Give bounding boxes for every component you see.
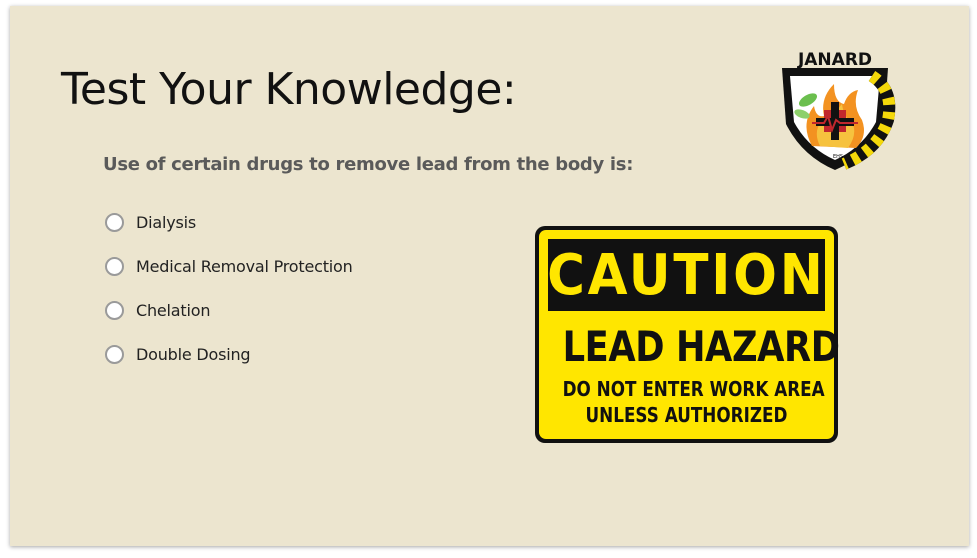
sign-header: CAUTION	[547, 242, 826, 308]
janard-shield-logo-icon: JANARD EHS	[782, 50, 896, 170]
sign-line-1: DO NOT ENTER WORK AREA	[562, 377, 825, 401]
option-label: Dialysis	[136, 212, 197, 232]
answer-options: Dialysis Medical Removal Protection Chel…	[105, 200, 353, 376]
option-label: Double Dosing	[136, 344, 251, 364]
svg-text:EHS: EHS	[833, 154, 843, 160]
option-medical-removal-protection[interactable]: Medical Removal Protection	[105, 244, 353, 288]
sign-title: LEAD HAZARD	[562, 322, 840, 371]
caution-lead-hazard-sign: CAUTION LEAD HAZARD DO NOT ENTER WORK AR…	[535, 226, 840, 443]
option-label: Chelation	[136, 300, 211, 320]
option-dialysis[interactable]: Dialysis	[105, 200, 353, 244]
sign-line-2: UNLESS AUTHORIZED	[585, 403, 788, 427]
radio-button[interactable]	[105, 344, 124, 364]
radio-button[interactable]	[105, 212, 124, 232]
option-chelation[interactable]: Chelation	[105, 288, 353, 332]
question-text: Use of certain drugs to remove lead from…	[103, 154, 634, 175]
option-label: Medical Removal Protection	[136, 256, 353, 276]
slide-title: Test Your Knowledge:	[61, 64, 517, 115]
radio-button[interactable]	[105, 256, 124, 276]
radio-button[interactable]	[105, 300, 124, 320]
svg-text:JANARD: JANARD	[797, 50, 872, 70]
sign-panel: CAUTION LEAD HAZARD DO NOT ENTER WORK AR…	[539, 230, 840, 439]
option-double-dosing[interactable]: Double Dosing	[105, 332, 353, 376]
sign-header-band: CAUTION	[547, 239, 826, 311]
slide: Test Your Knowledge: Use of certain drug…	[10, 6, 969, 546]
